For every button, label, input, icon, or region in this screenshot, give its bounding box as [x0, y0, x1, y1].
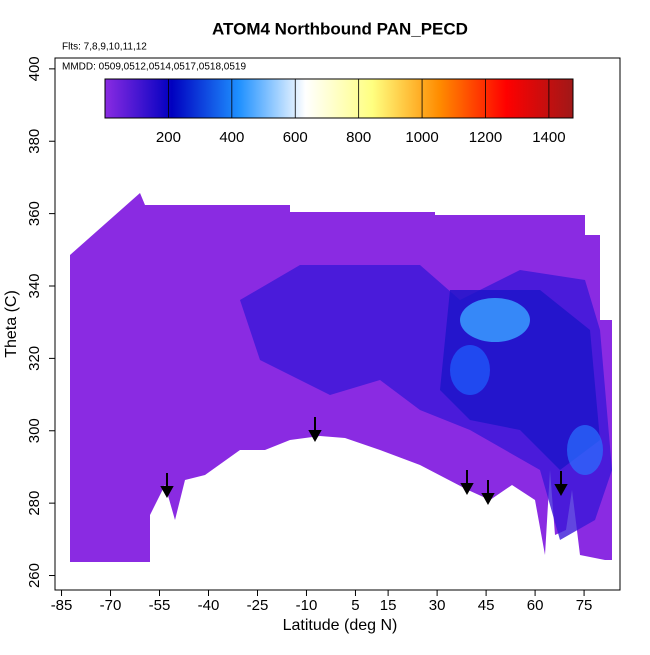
field-patch — [567, 425, 603, 475]
y-tick-label: 340 — [26, 273, 43, 298]
y-tick-label: 380 — [26, 129, 43, 154]
arrow-head — [308, 430, 322, 443]
curtain-field — [70, 193, 612, 562]
x-tick-label: 60 — [527, 597, 544, 614]
y-tick-label: 280 — [26, 491, 43, 516]
arrow-head — [160, 486, 174, 499]
x-tick-label: -70 — [100, 597, 122, 614]
y-axis-label: Theta (C) — [3, 290, 20, 358]
x-tick-label: 45 — [478, 597, 495, 614]
field-patch — [450, 345, 490, 395]
field-patch — [460, 298, 530, 342]
x-axis-label: Latitude (deg N) — [283, 617, 398, 634]
arrow-head — [481, 493, 495, 506]
x-tick-label: -40 — [198, 597, 220, 614]
y-tick-label: 300 — [26, 418, 43, 443]
colorbar-tick-label: 600 — [283, 129, 308, 146]
x-tick-label: -10 — [296, 597, 318, 614]
x-tick-label: 30 — [429, 597, 446, 614]
x-tick-label: 75 — [576, 597, 593, 614]
chart-title: ATOM4 Northbound PAN_PECD — [212, 19, 468, 38]
arrows — [160, 417, 568, 506]
y-tick-label: 260 — [26, 563, 43, 588]
colorbar-tick-label: 1400 — [532, 129, 565, 146]
x-tick-label: -25 — [247, 597, 269, 614]
plot-frame — [54, 57, 621, 591]
subtitle: Flts: 7,8,9,10,11,12 — [62, 42, 147, 53]
arrow-head — [460, 483, 474, 496]
colorbar-tick-label: 200 — [156, 129, 181, 146]
y-tick-label: 360 — [26, 201, 43, 226]
x-tick-label: 5 — [351, 597, 359, 614]
y-tick-label: 400 — [26, 56, 43, 81]
arrow-head — [554, 484, 568, 497]
colorbar-tick-label: 400 — [219, 129, 244, 146]
annotation: MMDD: 0509,0512,0514,0517,0518,0519 — [62, 62, 246, 73]
colorbar-tick-label: 1000 — [405, 129, 438, 146]
colorbar — [104, 78, 574, 119]
colorbar-tick-label: 1200 — [469, 129, 502, 146]
x-tick-label: -55 — [149, 597, 171, 614]
x-tick-label: -85 — [51, 597, 73, 614]
x-tick-label: 15 — [380, 597, 397, 614]
colorbar-tick-label: 800 — [346, 129, 371, 146]
y-tick-label: 320 — [26, 346, 43, 371]
